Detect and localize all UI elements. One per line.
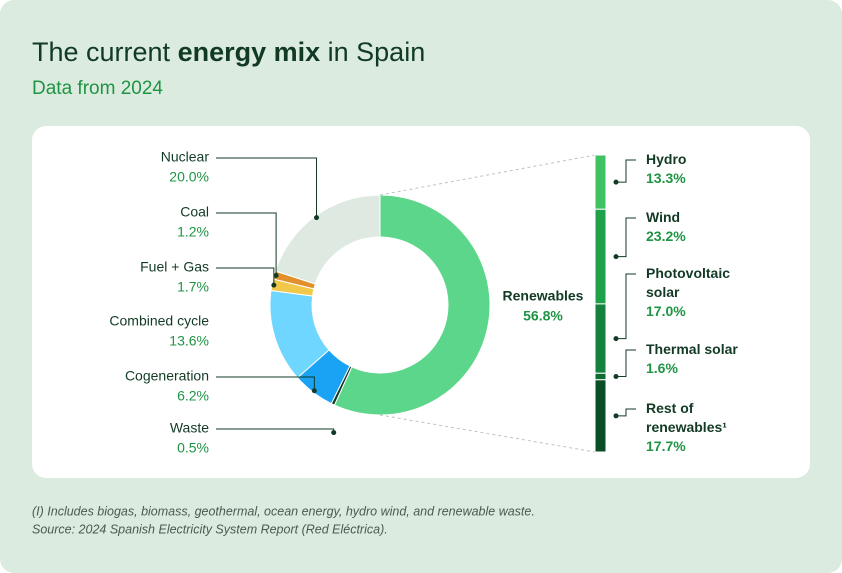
breakdown-name: Thermal solar	[646, 341, 738, 357]
leader-dot	[613, 374, 619, 380]
breakdown-label: Thermal solar 1.6%	[646, 340, 758, 378]
leader-line	[216, 157, 318, 218]
slice-label: Fuel + Gas	[140, 259, 209, 275]
footnote: Source: 2024 Spanish Electricity System …	[32, 522, 388, 536]
slice-value: 13.6%	[169, 333, 209, 349]
leader-line	[616, 273, 636, 340]
leader-dot	[613, 413, 619, 419]
slice-value: 6.2%	[177, 388, 209, 404]
slice-value: 56.8%	[523, 308, 563, 324]
slice-value: 1.2%	[177, 224, 209, 240]
leader-dot	[613, 336, 619, 342]
breakdown-segment	[594, 372, 607, 381]
slice-value: 20.0%	[169, 169, 209, 185]
breakdown-label: Photovoltaic solar 17.0%	[646, 264, 758, 321]
panel	[32, 126, 810, 478]
breakdown-value: 1.6%	[646, 360, 678, 376]
slice-value: 0.5%	[177, 440, 209, 456]
breakdown-name: Photovoltaic solar	[646, 265, 731, 300]
slice-label: Renewables	[503, 288, 584, 304]
leader-line	[616, 217, 636, 258]
breakdown-label: Hydro 13.3%	[646, 150, 758, 188]
breakdown-segment	[594, 208, 607, 305]
slice-label: Waste	[170, 420, 209, 436]
leader-line	[216, 376, 315, 391]
breakdown-value: 17.7%	[646, 438, 686, 454]
leader-line	[216, 212, 277, 276]
breakdown-value: 17.0%	[646, 303, 686, 319]
breakdown-value: 23.2%	[646, 228, 686, 244]
breakdown-label: Wind 23.2%	[646, 208, 758, 246]
footnote: (I) Includes biogas, biomass, geothermal…	[32, 504, 535, 518]
slice-label: Combined cycle	[109, 313, 209, 329]
chart-title: The current energy mix in Spain	[32, 37, 425, 67]
slice-label: Cogeneration	[125, 368, 209, 384]
title-part: The current	[32, 37, 178, 67]
breakdown-segment	[594, 154, 607, 210]
leader-dot	[613, 254, 619, 260]
leader-dot	[273, 273, 279, 279]
breakdown-name: Rest of renewables¹	[646, 400, 727, 435]
connector	[379, 414, 596, 453]
slice-label: Nuclear	[161, 149, 210, 165]
leader-line	[216, 267, 275, 286]
breakdown-label: Rest of renewables¹ 17.7%	[646, 399, 758, 456]
breakdown-segment	[594, 379, 607, 453]
leader-line	[616, 159, 636, 183]
chart-subtitle: Data from 2024	[32, 78, 163, 99]
leader-line	[616, 408, 636, 417]
connector	[379, 154, 596, 196]
leader-dot	[271, 282, 277, 288]
breakdown-name: Wind	[646, 209, 681, 225]
title-part: in Spain	[320, 37, 425, 67]
title-part: energy mix	[178, 37, 321, 67]
donut-segment	[274, 194, 381, 285]
slice-label: Coal	[180, 204, 209, 220]
breakdown-value: 13.3%	[646, 170, 686, 186]
leader-line	[616, 349, 636, 378]
leader-dot	[311, 388, 317, 394]
breakdown-name: Hydro	[646, 151, 687, 167]
slice-value: 1.7%	[177, 279, 209, 295]
leader-dot	[613, 179, 619, 185]
leader-dot	[314, 215, 320, 221]
leader-dot	[331, 430, 337, 436]
breakdown-segment	[594, 303, 607, 374]
donut-segment	[333, 194, 491, 416]
